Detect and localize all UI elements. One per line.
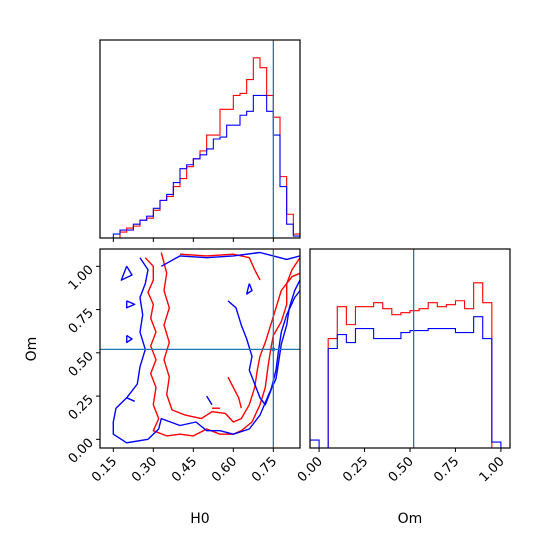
contour-line-13 bbox=[126, 397, 135, 402]
x-axis-title-h0: H0 bbox=[190, 511, 209, 527]
x-axis-title-om: Om bbox=[398, 511, 423, 527]
tick-label-h0-2: 0.45 bbox=[169, 454, 200, 485]
contour-line-2 bbox=[179, 253, 261, 281]
contour-line-7 bbox=[227, 290, 300, 406]
tick-label-om-1: 0.25 bbox=[340, 454, 371, 485]
axis-labels: H0 Om Om bbox=[24, 337, 422, 527]
contour-line-11 bbox=[246, 283, 253, 295]
tick-label-om-y-1: 0.25 bbox=[66, 392, 97, 423]
truth-point bbox=[271, 347, 276, 352]
tick-label-om-y-2: 0.50 bbox=[66, 349, 97, 380]
tick-label-om-2: 0.50 bbox=[386, 454, 417, 485]
tick-label-om-0: 0.00 bbox=[295, 454, 326, 485]
contour-line-3 bbox=[227, 376, 242, 409]
histogram-panel-om: 0.00 0.25 0.50 0.75 1.00 bbox=[295, 248, 511, 485]
contour-line-8 bbox=[120, 265, 133, 281]
contour-line-12 bbox=[206, 395, 213, 406]
tick-label-h0-3: 0.60 bbox=[209, 454, 240, 485]
frame-h0 bbox=[99, 39, 301, 239]
frame-om bbox=[309, 248, 511, 449]
y-axis-title-om: Om bbox=[24, 337, 40, 362]
contour-line-10 bbox=[126, 334, 133, 344]
contour-line-1 bbox=[160, 252, 300, 423]
contour-line-5 bbox=[112, 257, 300, 444]
histogram-panel-h0 bbox=[99, 39, 301, 242]
contour-panel-h0-om: 0.15 0.30 0.45 0.60 0.75 0.00 0.25 0.50 0.75 1.00 bbox=[66, 248, 301, 485]
histogram-series-1-om bbox=[310, 316, 510, 448]
histogram-series-1-h0 bbox=[100, 94, 300, 238]
tick-label-om-y-0: 0.00 bbox=[66, 436, 97, 467]
tick-label-h0-4: 0.75 bbox=[249, 454, 280, 485]
histogram-series-0-h0 bbox=[100, 57, 300, 238]
tick-label-h0-0: 0.15 bbox=[89, 454, 120, 485]
frame-contour bbox=[99, 248, 301, 449]
contour-line-6 bbox=[160, 251, 300, 267]
contour-line-9 bbox=[126, 300, 136, 309]
tick-label-om-4: 1.00 bbox=[477, 454, 508, 485]
histogram-series-0-om bbox=[310, 282, 510, 448]
tick-label-h0-1: 0.30 bbox=[129, 454, 160, 485]
tick-label-om-y-3: 0.75 bbox=[66, 306, 97, 337]
tick-label-om-3: 0.75 bbox=[431, 454, 462, 485]
tick-label-om-y-4: 1.00 bbox=[66, 263, 97, 294]
